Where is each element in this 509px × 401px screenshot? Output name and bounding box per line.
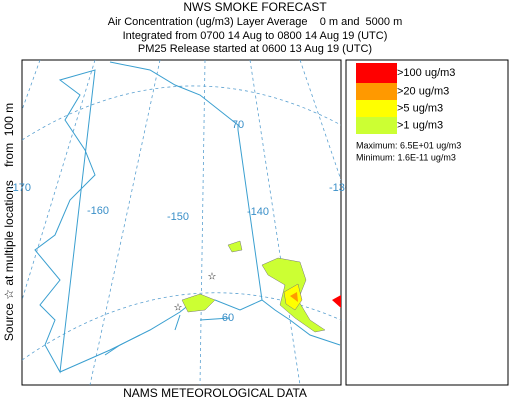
legend-swatch [356, 63, 397, 83]
legend-label: >100 ug/m3 [397, 67, 455, 79]
subtitle: PM25 Release started at 0600 13 Aug 19 (… [138, 43, 372, 55]
grid-label: -160 [87, 205, 109, 217]
source-star: ☆ [174, 303, 183, 314]
plume [181, 240, 243, 313]
source-star: ☆ [208, 272, 217, 283]
grid-label: 60 [222, 312, 234, 324]
graticule [22, 85, 341, 141]
legend-maximum: Maximum: 6.5E+01 ug/m3 [356, 140, 461, 150]
legend-swatch [356, 83, 397, 100]
legend: >100 ug/m3 >20 ug/m3 >5 ug/m3 >1 ug/m3 [356, 63, 455, 134]
grid-label: -170 [9, 182, 31, 194]
graticule [22, 60, 341, 385]
legend-label: >5 ug/m3 [397, 102, 443, 114]
legend-swatch [356, 100, 397, 117]
graticule [22, 292, 341, 361]
map: ☆ ☆ [22, 60, 341, 385]
grid-label: -140 [247, 206, 269, 218]
map-frame [21, 59, 342, 386]
subtitle: Integrated from 0700 14 Aug to 0800 14 A… [123, 30, 388, 42]
legend-label: >20 ug/m3 [397, 85, 449, 97]
subtitle: Air Concentration (ug/m3) Layer Average … [108, 16, 403, 28]
legend-minimum: Minimum: 1.6E-11 ug/m3 [356, 152, 456, 162]
legend-label: >1 ug/m3 [397, 119, 443, 131]
coastline [104, 314, 231, 356]
legend-swatch [356, 117, 397, 134]
side-label: Source ☆ at multiple locations from 100 … [2, 103, 16, 341]
title: NWS SMOKE FORECAST [183, 0, 327, 14]
grid-label: 70 [232, 119, 244, 131]
footer: NAMS METEOROLOGICAL DATA [123, 386, 307, 400]
grid-label: -150 [167, 211, 189, 223]
plume [332, 295, 341, 308]
plume [290, 292, 298, 302]
